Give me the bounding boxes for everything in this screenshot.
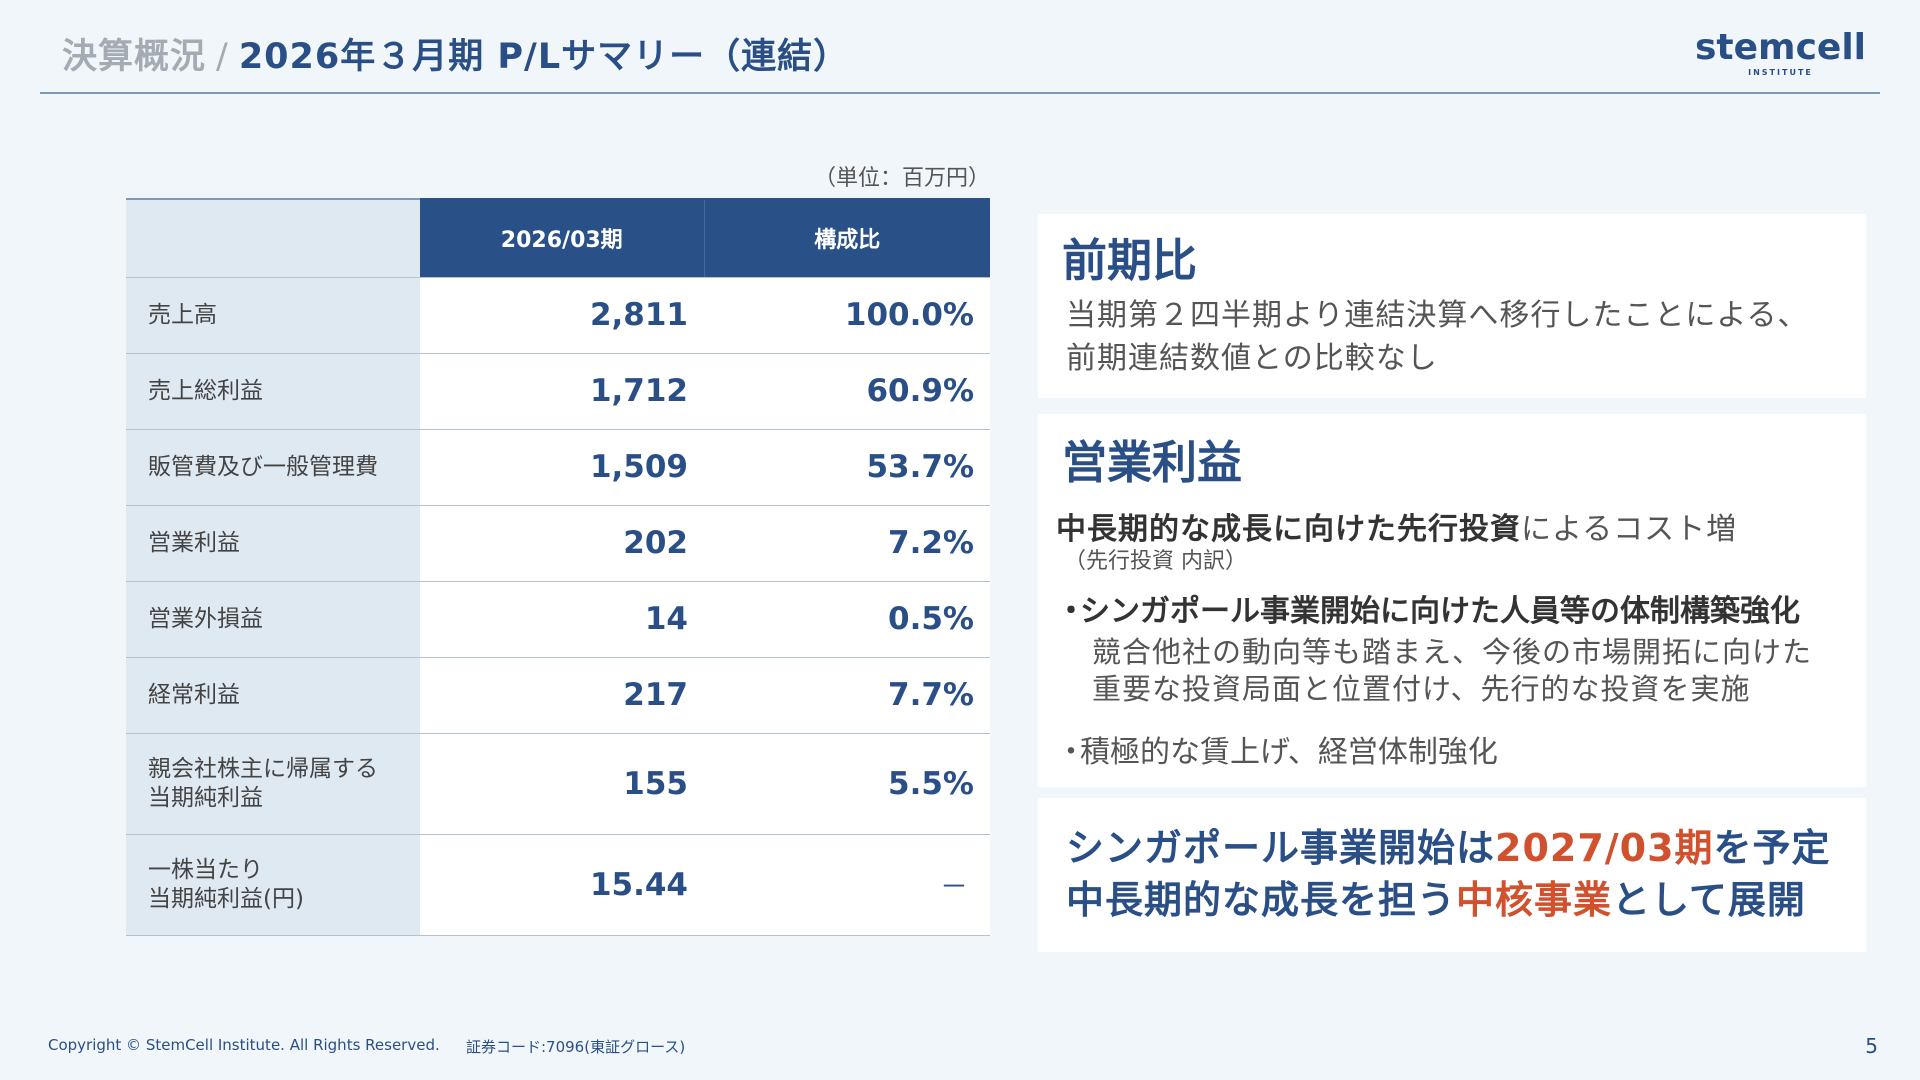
header-corner [126, 198, 420, 278]
highlight-text: を予定 [1713, 826, 1831, 870]
row-value: 155 [420, 733, 704, 835]
row-value: 1,509 [420, 429, 704, 506]
row-ratio: 5.5% [704, 733, 990, 835]
row-label: 営業外損益 [126, 581, 420, 658]
footer-stock-code: 証券コード:7096(東証グロース) [466, 1038, 686, 1056]
highlight-message: シンガポール事業開始は2027/03期を予定 中長期的な成長を担う中核事業として… [1066, 822, 1831, 926]
table-row: 一株当たり 当期純利益(円) 15.44 － [126, 834, 990, 936]
bullet-item: ・積極的な賃上げ、経営体制強化 [1056, 727, 1498, 771]
prior-period-box: 前期比 当期第２四半期より連結決算へ移行したことによる、 前期連結数値との比較な… [1038, 214, 1866, 398]
row-value: 2,811 [420, 277, 704, 354]
highlight-text: 中長期的な成長を担う [1066, 878, 1457, 922]
prior-period-line: 前期連結数値との比較なし [1066, 341, 1438, 376]
table-header-row: 2026/03期 構成比 [126, 198, 990, 278]
bullet-text: シンガポール事業開始に向けた人員等の体制構築強化 [1080, 594, 1800, 629]
table-row: 営業外損益 14 0.5% [126, 581, 990, 658]
bullet-mark: ・ [1056, 735, 1086, 770]
row-ratio: 7.7% [704, 657, 990, 734]
operating-profit-title: 営業利益 [1062, 436, 1243, 489]
highlight-text: として展開 [1612, 878, 1806, 922]
row-label: 販管費及び一般管理費 [126, 429, 420, 506]
row-value: 15.44 [420, 834, 704, 936]
row-value: 1,712 [420, 353, 704, 430]
unit-note: （単位：百万円） [813, 166, 990, 191]
row-value: 14 [420, 581, 704, 658]
row-ratio: 7.2% [704, 505, 990, 582]
row-label: 売上総利益 [126, 353, 420, 430]
table-row: 営業利益 202 7.2% [126, 505, 990, 582]
prior-period-line: 当期第２四半期より連結決算へ移行したことによる、 [1066, 298, 1809, 333]
row-label: 一株当たり 当期純利益(円) [126, 834, 420, 936]
row-label-line: 営業利益 [148, 529, 240, 556]
table-row: 売上高 2,811 100.0% [126, 277, 990, 354]
bullet-detail: 競合他社の動向等も踏まえ、今後の市場開拓に向けた 重要な投資局面と位置付け、先行… [1092, 634, 1812, 708]
table-row: 売上総利益 1,712 60.9% [126, 353, 990, 430]
prior-period-text: 当期第２四半期より連結決算へ移行したことによる、 前期連結数値との比較なし [1066, 294, 1809, 380]
row-label: 売上高 [126, 277, 420, 354]
logo-subtitle: INSTITUTE [1748, 68, 1813, 77]
row-ratio: － [704, 834, 990, 936]
bullet-mark: ・ [1056, 594, 1086, 629]
row-ratio: 0.5% [704, 581, 990, 658]
breadcrumb-separator: / [216, 37, 229, 77]
row-label: 経常利益 [126, 657, 420, 734]
table-row: 経常利益 217 7.7% [126, 657, 990, 734]
highlight-accent: 2027/03期 [1495, 826, 1714, 870]
row-label: 営業利益 [126, 505, 420, 582]
page-title-text: 2026年３月期 P/Lサマリー（連結） [238, 37, 850, 77]
row-label-line: 売上総利益 [148, 377, 263, 404]
company-logo: stemcell INSTITUTE [1695, 26, 1866, 77]
row-label-line: 親会社株主に帰属する [148, 755, 378, 782]
operating-profit-lead: 中長期的な成長に向けた先行投資によるコスト増 [1056, 504, 1737, 548]
lead-rest: によるコスト増 [1521, 512, 1738, 547]
page-title: 決算概況/2026年３月期 P/Lサマリー（連結） [62, 28, 849, 79]
row-label-line: 一株当たり [148, 856, 263, 883]
bullet-detail-line: 競合他社の動向等も踏まえ、今後の市場開拓に向けた [1092, 635, 1813, 669]
row-value: 217 [420, 657, 704, 734]
bullet-item: ・シンガポール事業開始に向けた人員等の体制構築強化 [1056, 586, 1800, 630]
prior-period-title: 前期比 [1062, 234, 1198, 287]
row-label-line: 経常利益 [148, 681, 240, 708]
bullet-detail-line: 重要な投資局面と位置付け、先行的な投資を実施 [1092, 672, 1751, 706]
header-period: 2026/03期 [420, 198, 705, 278]
table-row: 親会社株主に帰属する 当期純利益 155 5.5% [126, 733, 990, 835]
row-ratio: 100.0% [704, 277, 990, 354]
breadcrumb: 決算概況 [62, 37, 207, 77]
row-label-line: 営業外損益 [148, 605, 263, 632]
table-row: 販管費及び一般管理費 1,509 53.7% [126, 429, 990, 506]
row-label-line: 売上高 [148, 301, 217, 328]
row-value: 202 [420, 505, 704, 582]
highlight-box: シンガポール事業開始は2027/03期を予定 中長期的な成長を担う中核事業として… [1038, 798, 1866, 952]
bullet-text: 積極的な賃上げ、経営体制強化 [1080, 735, 1498, 770]
row-ratio: 60.9% [704, 353, 990, 430]
operating-profit-box: 営業利益 中長期的な成長に向けた先行投資によるコスト増 （先行投資 内訳） ・シ… [1038, 414, 1866, 787]
row-label: 親会社株主に帰属する 当期純利益 [126, 733, 420, 835]
slide-header: 決算概況/2026年３月期 P/Lサマリー（連結） stemcell INSTI… [40, 22, 1880, 94]
investment-breakdown-label: （先行投資 内訳） [1064, 549, 1247, 574]
row-ratio: 53.7% [704, 429, 990, 506]
lead-emphasis: 中長期的な成長に向けた先行投資 [1056, 512, 1521, 547]
highlight-text: シンガポール事業開始は [1066, 826, 1496, 870]
pl-summary-table: 2026/03期 構成比 売上高 2,811 100.0% 売上総利益 1,71… [126, 198, 990, 936]
row-label-line: 当期純利益 [148, 784, 263, 811]
row-label-line: 販管費及び一般管理費 [148, 453, 378, 480]
page-number: 5 [1865, 1034, 1878, 1058]
header-ratio: 構成比 [704, 198, 990, 278]
row-label-line: 当期純利益(円) [148, 885, 304, 912]
highlight-accent: 中核事業 [1456, 878, 1613, 922]
logo-wordmark: stemcell [1695, 27, 1866, 68]
footer-copyright: Copyright © StemCell Institute. All Righ… [48, 1036, 440, 1054]
